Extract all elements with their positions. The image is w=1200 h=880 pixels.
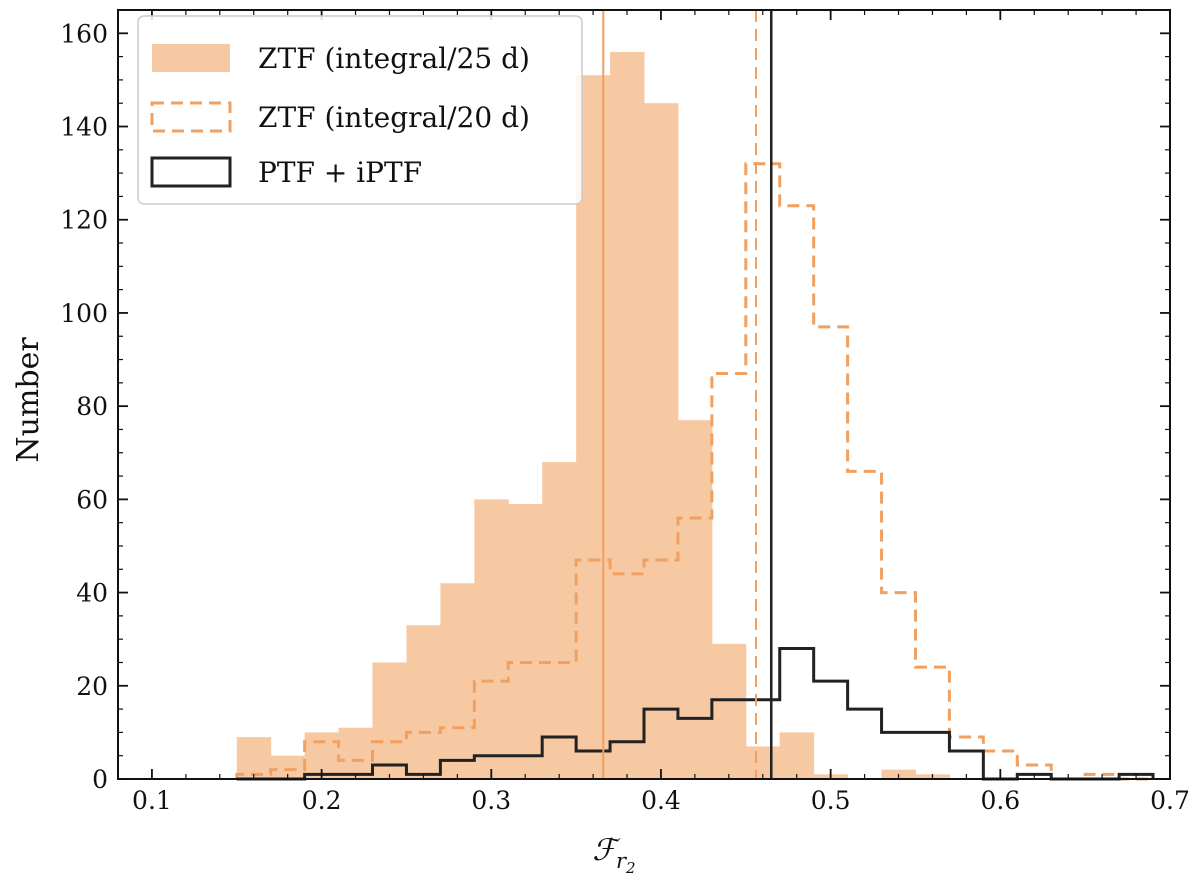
y-tick-label: 20 <box>76 672 108 701</box>
plot-frame <box>117 9 1171 780</box>
ztf25-bar <box>474 499 509 779</box>
x-tick-label: 0.7 <box>1150 786 1190 815</box>
legend-label-ztf20: ZTF (integral/20 d) <box>258 101 530 134</box>
ztf25-bar <box>372 662 407 779</box>
y-tick-label: 100 <box>60 299 108 328</box>
ztf25-bar <box>270 755 306 779</box>
x-tick-label: 0.1 <box>132 786 172 815</box>
y-tick-label: 120 <box>60 206 108 235</box>
x-axis-label: ℱr2 <box>592 833 635 877</box>
axes-layer: 0.1 0.2 0.3 0.4 0.5 0.6 0.7 0 20 40 60 80 100 120 140 1… <box>60 9 1190 815</box>
ztf25-bar <box>711 643 747 779</box>
y-tick-label: 0 <box>92 765 108 794</box>
x-axis-label-subscript: r <box>616 849 628 873</box>
ztf25-bar <box>338 727 374 779</box>
legend-box <box>137 15 583 205</box>
ztf20-step-line <box>235 162 1154 781</box>
x-tick-label: 0.5 <box>811 786 851 815</box>
legend-swatch-ptf <box>150 156 232 188</box>
ztf25-bar <box>677 420 713 779</box>
ztf25-bar <box>745 746 781 779</box>
y-tick-label: 40 <box>76 579 108 608</box>
y-axis-label: Number <box>11 337 46 463</box>
x-axis-label-subsubscript: 2 <box>625 859 636 877</box>
ztf25-bar <box>779 732 815 779</box>
ztf25-bar <box>644 103 679 780</box>
x-tick-label: 0.3 <box>471 786 511 815</box>
legend-swatch-ztf20 <box>150 101 232 133</box>
ztf25-bar <box>440 583 475 779</box>
y-tick-label: 80 <box>76 392 108 421</box>
ztf25-bar <box>508 504 543 779</box>
x-tick-label: 0.4 <box>641 786 681 815</box>
ztf25-bar <box>610 51 645 780</box>
legend: ZTF (integral/25 d) ZTF (integral/20 d) … <box>137 15 583 205</box>
frame-layer <box>117 9 1171 780</box>
ztf25-bar <box>236 737 272 779</box>
x-tick-label: 0.6 <box>980 786 1020 815</box>
legend-swatch-ztf25 <box>152 44 230 72</box>
y-tick-label: 160 <box>60 19 108 48</box>
x-tick-label: 0.2 <box>302 786 342 815</box>
y-tick-label: 140 <box>60 113 108 142</box>
ztf25-bar <box>406 625 441 779</box>
ztf25-bar <box>542 462 577 779</box>
legend-label-ztf25: ZTF (integral/25 d) <box>258 42 530 75</box>
y-tick-label: 60 <box>76 485 108 514</box>
legend-label-ptf: PTF + iPTF <box>258 156 422 189</box>
